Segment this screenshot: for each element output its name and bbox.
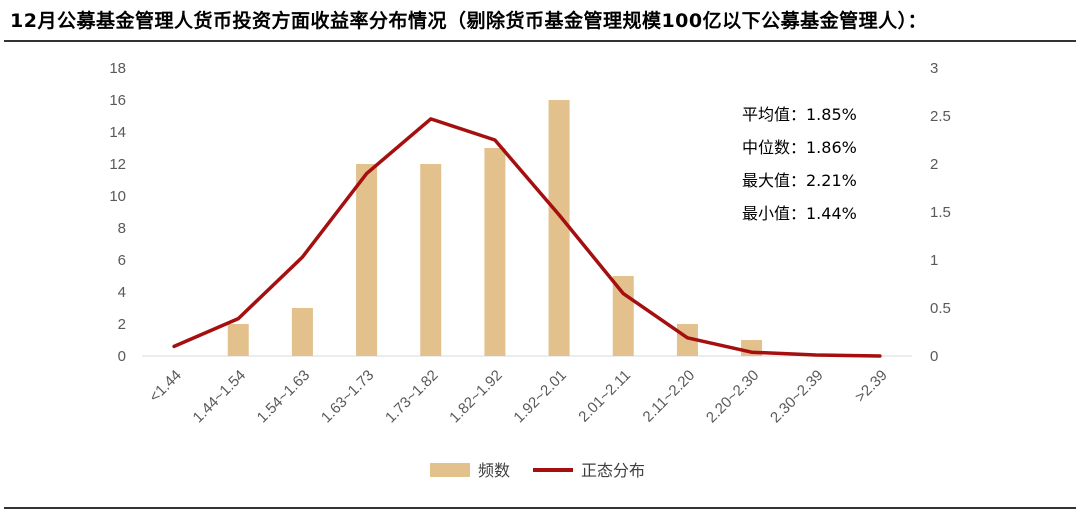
bar (484, 148, 506, 356)
y-tick-label: 12 (109, 156, 126, 173)
y-tick-label: 6 (118, 252, 126, 269)
y2-tick-label: 2 (930, 156, 938, 173)
y-tick-label: 14 (109, 124, 126, 141)
x-tick-label: 2.11~2.20 (640, 367, 699, 426)
x-tick-label: 2.30~2.39 (767, 367, 827, 427)
stat-max: 最大值：2.21% (742, 171, 857, 190)
title-underline (4, 40, 1076, 42)
y2-tick-label: 3 (930, 60, 938, 77)
y-tick-label: 10 (109, 188, 126, 205)
bar (291, 308, 313, 356)
y-tick-label: 8 (118, 220, 126, 237)
y2-tick-label: 0 (930, 348, 938, 365)
bar (420, 164, 442, 356)
x-tick-label: 2.01~2.11 (575, 367, 634, 426)
stat-median: 中位数：1.86% (742, 138, 857, 157)
y-tick-label: 4 (118, 284, 126, 301)
bar (356, 164, 378, 356)
y2-tick-label: 2.5 (930, 108, 951, 125)
x-tick-label: 2.20~2.30 (703, 367, 763, 427)
bar (227, 324, 249, 356)
x-tick-label: 1.54~1.63 (254, 367, 314, 427)
bar (676, 324, 698, 356)
x-tick-label: 1.82~1.92 (446, 367, 506, 427)
bar (548, 100, 570, 356)
x-tick-label: 1.73~1.82 (382, 367, 442, 427)
y-tick-label: 0 (118, 348, 126, 365)
y-tick-label: 16 (109, 92, 126, 109)
bottom-rule (4, 507, 1076, 509)
chart-title: 12月公募基金管理人货币投资方面收益率分布情况（剔除货币基金管理规模100亿以下… (10, 10, 928, 32)
y2-tick-label: 0.5 (930, 300, 951, 317)
normal-distribution-line (172, 117, 882, 358)
stat-mean: 平均值：1.85% (742, 105, 857, 124)
legend-bar-label: 频数 (478, 462, 510, 480)
bar (612, 276, 634, 356)
legend-bar-swatch (430, 463, 470, 477)
y2-tick-label: 1.5 (930, 204, 951, 221)
x-tick-label: >2.39 (852, 367, 891, 406)
y2-tick-label: 1 (930, 252, 938, 269)
x-tick-label: 1.92~2.01 (510, 367, 570, 427)
y-tick-label: 18 (109, 60, 126, 77)
x-tick-label: 1.44~1.54 (190, 367, 250, 427)
legend-line-label: 正态分布 (581, 462, 645, 480)
stats-box: 平均值：1.85% 中位数：1.86% 最大值：2.21% 最小值：1.44% (742, 98, 857, 230)
x-tick-label: <1.44 (146, 367, 185, 406)
y-tick-label: 2 (118, 316, 126, 333)
stat-min: 最小值：1.44% (742, 204, 857, 223)
x-tick-label: 1.63~1.73 (318, 367, 378, 427)
